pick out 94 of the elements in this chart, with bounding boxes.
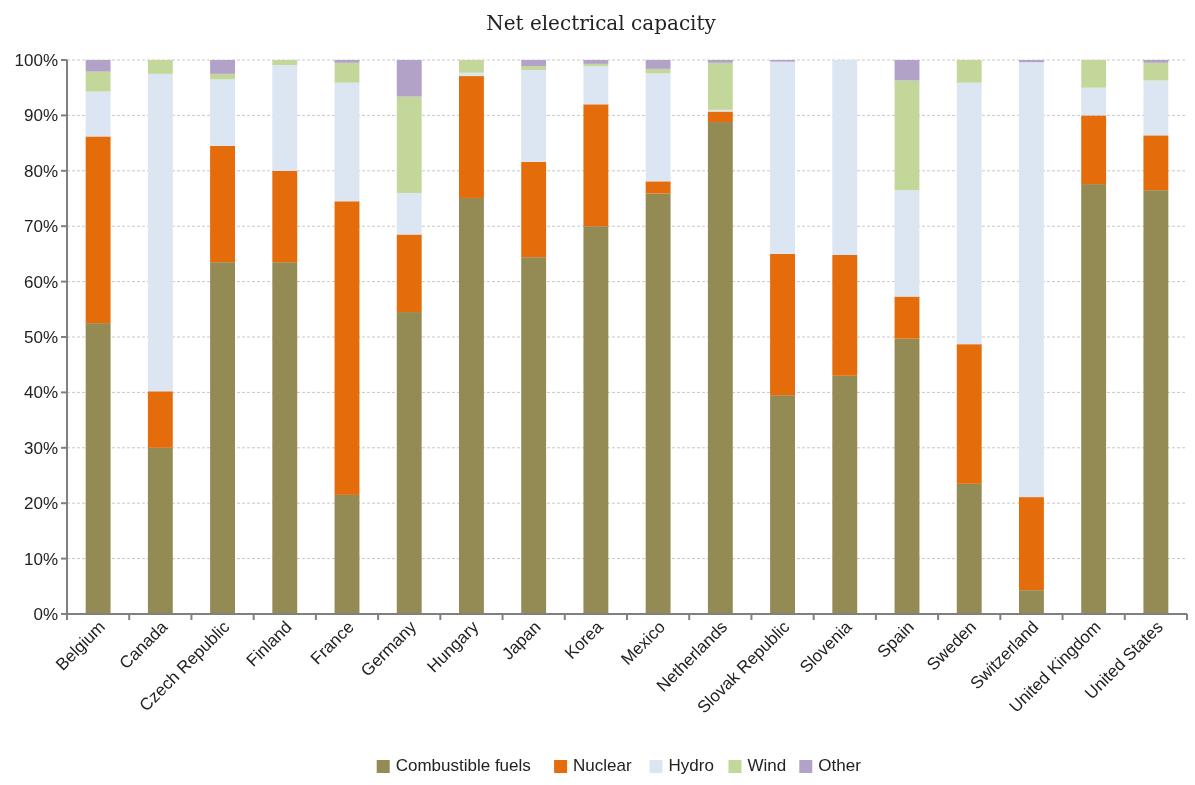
bar [832, 255, 858, 376]
bar [1143, 190, 1169, 614]
bar [956, 82, 982, 345]
bar [956, 60, 982, 83]
bar [459, 197, 484, 614]
bar [147, 60, 173, 74]
bar [1143, 60, 1169, 63]
bar [707, 60, 733, 63]
bar [210, 79, 235, 146]
legend-label: Hydro [668, 756, 714, 775]
y-tick-label: 40% [23, 383, 58, 403]
bar [521, 161, 547, 258]
bar [583, 66, 609, 105]
bar [1143, 135, 1169, 191]
legend-label: Nuclear [573, 756, 633, 775]
bar [1143, 80, 1169, 136]
bar [459, 60, 484, 73]
bar [459, 76, 484, 198]
bar [894, 296, 920, 339]
legend-label: Other [818, 756, 862, 775]
bar [894, 80, 920, 191]
bar [521, 257, 547, 614]
bar [645, 193, 671, 614]
bar [272, 64, 298, 171]
bar [396, 192, 422, 235]
legend-label: Wind [747, 756, 787, 775]
y-tick-label: 80% [23, 161, 58, 181]
bar [85, 91, 111, 137]
bar [210, 145, 235, 263]
y-tick-label: 30% [23, 438, 58, 458]
bar [1081, 184, 1107, 614]
bar [272, 170, 298, 263]
bar [459, 72, 484, 77]
y-tick-label: 90% [23, 106, 58, 126]
bar [210, 73, 235, 80]
bar [583, 104, 609, 227]
bar [521, 66, 547, 70]
y-tick-label: 100% [14, 50, 58, 70]
bar [894, 60, 920, 81]
bar [147, 73, 173, 392]
bar [147, 447, 173, 614]
bar [770, 395, 795, 614]
bar [1081, 115, 1107, 185]
bar [521, 69, 547, 162]
bar [396, 96, 422, 193]
bar [645, 73, 671, 182]
bar [85, 71, 111, 92]
y-tick-label: 10% [23, 549, 58, 569]
bar [1081, 60, 1107, 88]
bar [85, 60, 111, 72]
bar [334, 201, 360, 495]
bar [210, 60, 235, 74]
bar [147, 391, 173, 448]
bar [956, 344, 982, 484]
bar [1019, 497, 1044, 591]
bar [770, 253, 795, 396]
bar [396, 234, 422, 313]
bar [1019, 590, 1044, 614]
bar [334, 60, 360, 63]
bar [334, 62, 360, 83]
bar [770, 61, 795, 254]
bar [707, 111, 733, 123]
y-tick-label: 0% [33, 604, 58, 624]
bar [645, 181, 671, 194]
bar [272, 262, 298, 614]
bar [334, 82, 360, 202]
bar [334, 494, 360, 614]
y-tick-label: 20% [23, 494, 58, 514]
y-tick-label: 60% [23, 272, 58, 292]
bar [210, 262, 235, 614]
bar [272, 60, 298, 65]
bar [707, 62, 733, 110]
bar [396, 60, 422, 97]
bar [645, 68, 671, 74]
bar [832, 375, 858, 614]
bar [894, 190, 920, 297]
bar [894, 338, 920, 614]
y-tick-label: 50% [23, 327, 58, 347]
bar [85, 323, 111, 614]
chart-title: Net electrical capacity [486, 11, 717, 35]
bar [707, 122, 733, 614]
bar [583, 226, 609, 614]
legend-label: Combustible fuels [395, 756, 531, 775]
bar [832, 60, 858, 256]
bar [396, 312, 422, 614]
bar [1081, 87, 1107, 116]
bar [1019, 62, 1044, 498]
bar [521, 60, 547, 67]
bar [645, 60, 671, 69]
bar [1019, 60, 1044, 63]
bar [956, 483, 982, 614]
y-tick-label: 70% [23, 217, 58, 237]
bar [1143, 62, 1169, 81]
bar [85, 136, 111, 324]
